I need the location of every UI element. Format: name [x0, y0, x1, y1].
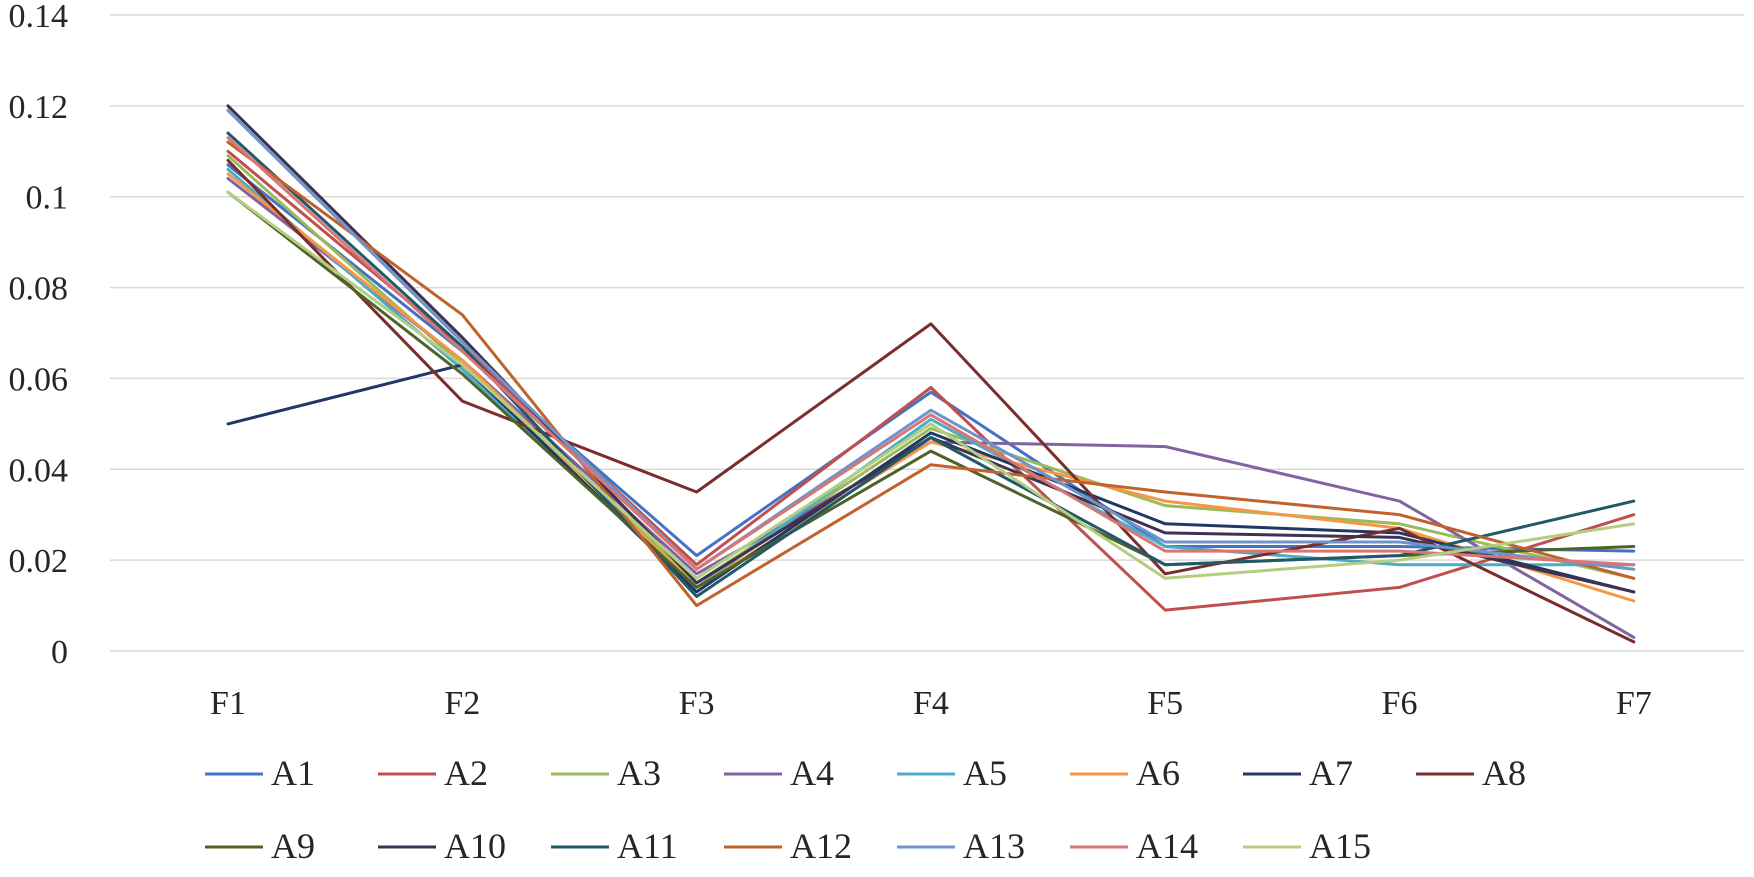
y-tick-label: 0.14	[9, 0, 69, 35]
legend-item-a7: A7	[1243, 753, 1353, 793]
legend-label: A12	[790, 826, 852, 866]
y-axis: 0 0.02 0.04 0.06 0.08 0.1 0.12 0.14	[9, 0, 69, 671]
x-tick-label: F7	[1616, 685, 1652, 722]
legend-item-a14: A14	[1070, 826, 1198, 866]
x-tick-label: F4	[913, 685, 949, 722]
y-tick-label: 0.02	[9, 543, 69, 580]
x-tick-label: F1	[210, 685, 246, 722]
plot-area	[226, 104, 1636, 644]
legend-item-a11: A11	[551, 826, 678, 866]
y-tick-label: 0.08	[9, 271, 69, 308]
x-tick-label: F6	[1382, 685, 1418, 722]
legend-item-a4: A4	[724, 753, 834, 793]
legend-label: A15	[1309, 826, 1371, 866]
legend-label: A1	[271, 753, 315, 793]
y-tick-label: 0.06	[9, 361, 69, 398]
legend-label: A11	[617, 826, 678, 866]
y-tick-label: 0.04	[9, 452, 69, 489]
legend-label: A5	[963, 753, 1007, 793]
legend-item-a3: A3	[551, 753, 661, 793]
x-tick-label: F5	[1147, 685, 1183, 722]
legend-item-a6: A6	[1070, 753, 1180, 793]
legend-item-a12: A12	[724, 826, 852, 866]
legend-item-a15: A15	[1243, 826, 1371, 866]
legend-item-a5: A5	[897, 753, 1007, 793]
series-line-a12	[226, 140, 1636, 608]
series-line-a15	[226, 190, 1636, 580]
series-line-a8	[226, 158, 1636, 644]
series-line-a1	[226, 163, 1636, 558]
series-line-a14	[226, 136, 1636, 571]
series-line-a4	[226, 177, 1636, 639]
y-tick-label: 0.12	[9, 89, 69, 126]
legend-item-a2: A2	[378, 753, 488, 793]
y-tick-label: 0	[51, 634, 68, 671]
legend-label: A6	[1136, 753, 1180, 793]
legend-label: A14	[1136, 826, 1198, 866]
legend-label: A7	[1309, 753, 1353, 793]
legend-label: A3	[617, 753, 661, 793]
legend-label: A13	[963, 826, 1025, 866]
series-line-a13	[226, 108, 1636, 571]
x-tick-label: F3	[679, 685, 715, 722]
legend-label: A2	[444, 753, 488, 793]
legend-label: A10	[444, 826, 506, 866]
series-line-a5	[226, 168, 1636, 589]
series-line-a11	[226, 131, 1636, 598]
legend-item-a9: A9	[205, 826, 315, 866]
legend-item-a13: A13	[897, 826, 1025, 866]
x-tick-label: F2	[444, 685, 480, 722]
legend-label: A9	[271, 826, 315, 866]
legend-label: A4	[790, 753, 834, 793]
legend-item-a10: A10	[378, 826, 506, 866]
y-tick-label: 0.1	[26, 180, 69, 217]
legend-label: A8	[1482, 753, 1526, 793]
legend-item-a1: A1	[205, 753, 315, 793]
legend-item-a8: A8	[1416, 753, 1526, 793]
legend: A1 A2 A3 A4 A5 A6 A7 A8 A9 A10 A11 A12 A13 A14 A15	[205, 753, 1526, 866]
x-axis: F1 F2 F3 F4 F5 F6 F7	[210, 685, 1652, 722]
